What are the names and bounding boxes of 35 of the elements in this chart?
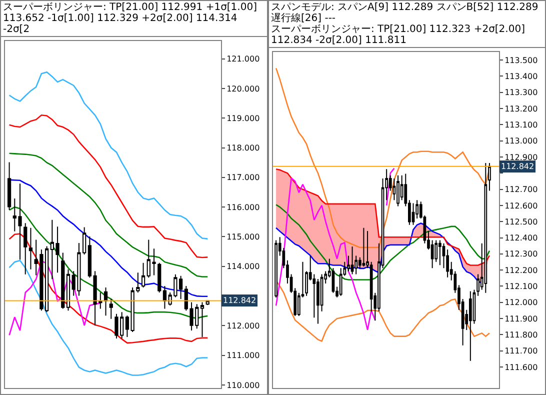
y-tick-label: 112.900 <box>504 152 538 162</box>
y-tick-label: 113.000 <box>504 136 538 146</box>
y-tick-label: 112.000 <box>504 298 538 308</box>
y-tick-label: 115.000 <box>226 232 260 242</box>
chart-subtitle: スーパーボリンジャー: TP[21.00] 112.323 +2σ[2.00] 112.834 -2σ[2.00] 111.811 <box>271 24 526 46</box>
y-tick-label: 111.000 <box>226 351 260 360</box>
y-tick-label: 113.300 <box>504 88 538 98</box>
y-tick-label: 113.400 <box>504 72 538 82</box>
y-tick-label: 112.600 <box>504 201 538 210</box>
chart-title: スーパーボリンジャー: TP[21.00] 112.991 +1σ[1.00] 113.652 -1σ[1.00] 112.329 +2σ[2.00] 114.314 -2σ[2 <box>3 2 265 35</box>
y-tick-label: 112.000 <box>226 322 260 331</box>
y-tick-label: 112.200 <box>504 266 538 275</box>
chart-title: スパンモデル: スパンA[9] 112.289 スパンB[52] 112.289 遅行線[26] --- <box>271 2 540 24</box>
y-tick-label: 118.000 <box>226 144 260 153</box>
y-tick-label: 114.000 <box>226 262 260 272</box>
y-tick-label: 119.000 <box>226 114 260 123</box>
ref-line-label: 112.842 <box>501 162 534 171</box>
y-tick-label: 113.100 <box>504 120 538 130</box>
y-tick-label: 111.900 <box>504 314 538 324</box>
y-tick-label: 111.600 <box>504 362 538 372</box>
y-tick-label: 120.000 <box>226 84 260 94</box>
y-tick-label: 121.000 <box>226 54 260 64</box>
y-tick-label: 112.400 <box>504 234 538 243</box>
ref-line-label: 112.842 <box>223 296 256 305</box>
y-tick-label: 110.000 <box>226 380 260 390</box>
y-tick-label: 113.200 <box>504 104 538 114</box>
y-tick-label: 111.700 <box>504 346 538 356</box>
y-tick-label: 112.700 <box>504 185 538 194</box>
y-tick-label: 117.000 <box>226 173 260 182</box>
y-tick-label: 116.000 <box>226 202 260 212</box>
y-tick-label: 113.500 <box>504 56 538 65</box>
y-tick-label: 112.500 <box>504 217 538 226</box>
y-tick-label: 111.800 <box>504 330 538 340</box>
y-tick-label: 112.300 <box>504 250 538 259</box>
y-tick-label: 112.100 <box>504 282 538 292</box>
